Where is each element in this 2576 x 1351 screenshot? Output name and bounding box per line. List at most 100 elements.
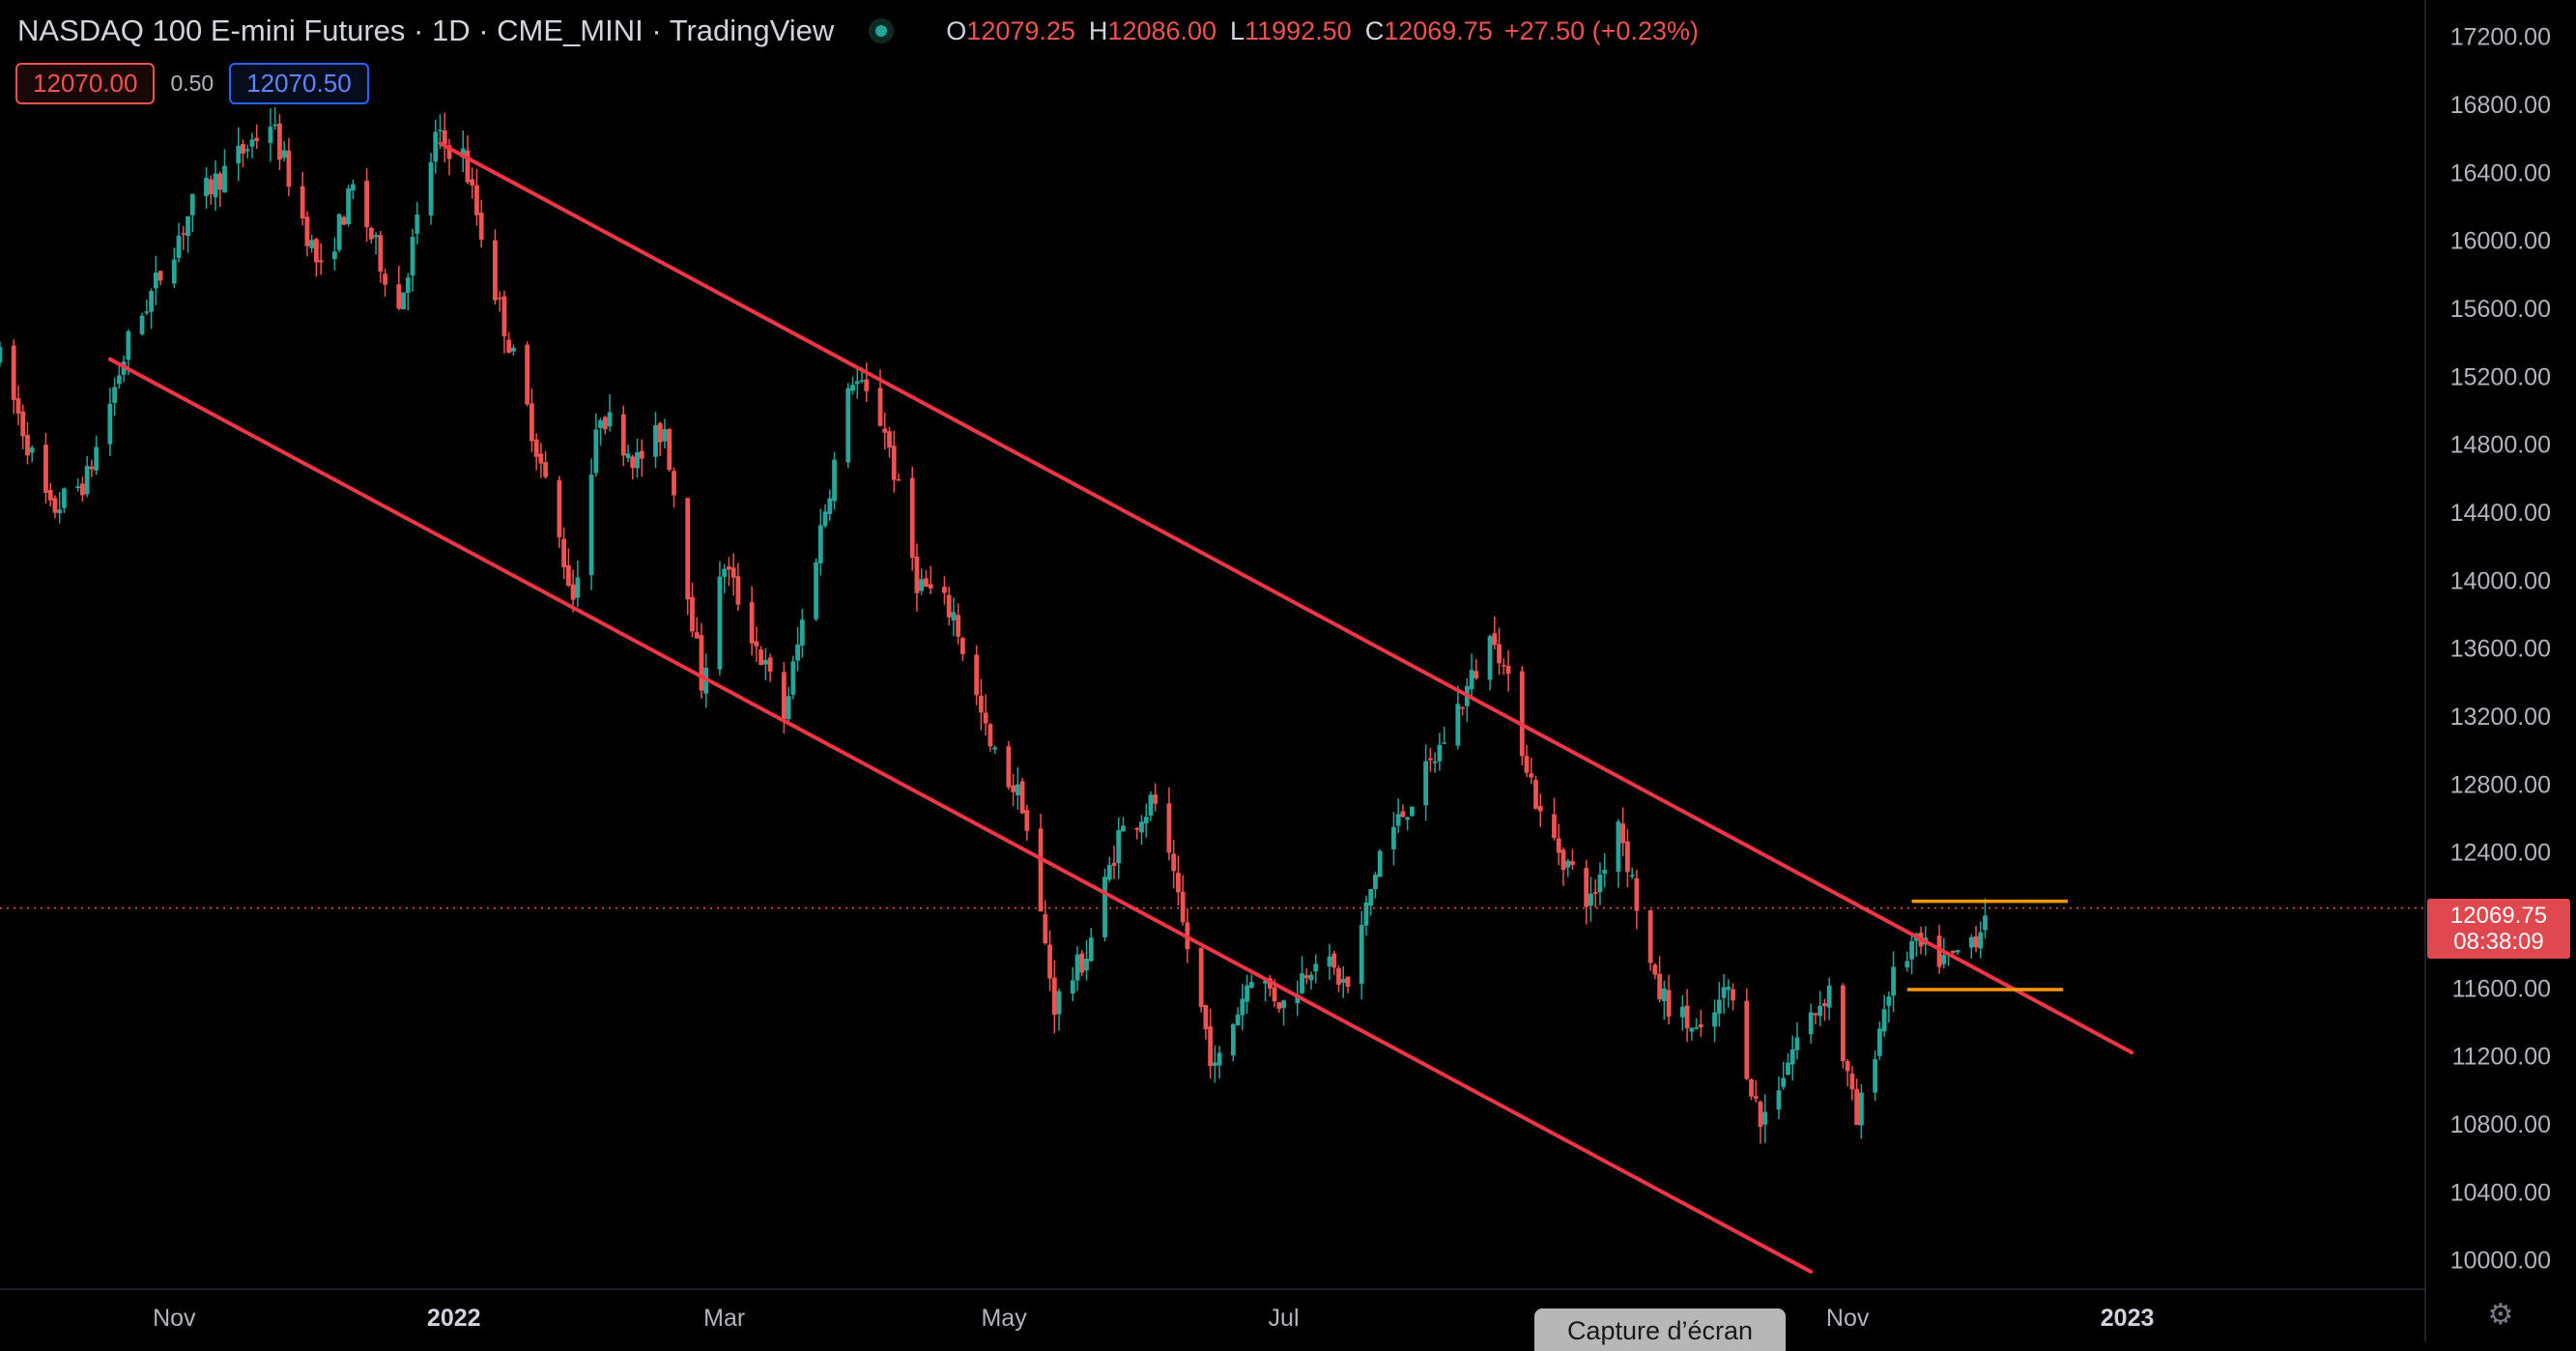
candle (1556, 823, 1561, 866)
buy-button[interactable]: 12070.50 (229, 62, 369, 104)
candle (241, 139, 245, 168)
candle (1143, 803, 1149, 838)
last-price-badge: 12069.75 08:38:09 (2427, 899, 2570, 959)
high-label: H (1088, 15, 1108, 45)
upper-channel-line[interactable] (438, 141, 2134, 1055)
candle (1497, 627, 1502, 676)
market-open-dot-icon[interactable] (869, 18, 895, 43)
candle (1455, 685, 1461, 750)
high-value: 12086.00 (1107, 15, 1217, 45)
candle (767, 653, 773, 682)
candle (1592, 878, 1598, 908)
candle (433, 119, 439, 174)
price-tick-label: 13600.00 (2450, 636, 2551, 663)
candle (717, 561, 723, 676)
candle (47, 482, 53, 507)
candle (318, 243, 324, 275)
candle (1248, 974, 1254, 990)
candle (1363, 895, 1369, 936)
candle (919, 568, 925, 595)
candle (758, 646, 764, 666)
candle (685, 498, 691, 616)
candle (1781, 1061, 1787, 1090)
candle (1552, 797, 1557, 841)
candle (107, 388, 113, 456)
candle (1634, 869, 1640, 930)
candle (1327, 943, 1332, 981)
candle (1886, 992, 1892, 1022)
candle (217, 171, 223, 208)
open-value: 12079.25 (966, 15, 1075, 45)
candle (588, 458, 594, 590)
candle (213, 159, 218, 211)
candle (1074, 946, 1080, 992)
candle (1437, 733, 1443, 771)
symbol-title[interactable]: NASDAQ 100 E-mini Futures · 1D · CME_MIN… (17, 14, 835, 47)
candle (378, 231, 384, 283)
candle (832, 451, 837, 510)
candle (300, 171, 305, 226)
candle (1657, 956, 1663, 1003)
candle (722, 563, 728, 593)
gear-icon[interactable]: ⚙ (2487, 1299, 2514, 1331)
candle (850, 376, 855, 395)
candle (1427, 747, 1433, 772)
candle (653, 412, 658, 469)
candle (699, 622, 704, 699)
candle (396, 265, 402, 310)
candle (1303, 968, 1309, 985)
time-axis[interactable]: Nov 2022 Mar May Jul Nov 2023 (0, 1288, 2425, 1332)
candle (896, 474, 902, 481)
candle (1423, 744, 1429, 821)
candle (602, 416, 608, 435)
candle (268, 108, 273, 162)
candle (1395, 798, 1401, 834)
candle (1652, 963, 1658, 980)
candle (1409, 806, 1415, 818)
candle (1492, 616, 1498, 650)
candle (1038, 814, 1044, 912)
candle (749, 586, 755, 656)
candle (620, 405, 626, 467)
candle (657, 421, 663, 456)
candle (149, 288, 154, 330)
price-axis[interactable]: 17200.00 16800.00 16400.00 16000.00 15600.00… (2424, 0, 2551, 1341)
candle (529, 388, 534, 452)
screenshot-capture-tab[interactable]: Capture d’écran (1534, 1308, 1786, 1351)
sell-button[interactable]: 12070.00 (15, 62, 156, 104)
candle (914, 543, 920, 612)
candle (942, 576, 947, 605)
lower-channel-line[interactable] (107, 357, 1814, 1274)
candle (882, 412, 888, 450)
candle (1134, 826, 1140, 840)
candle (1826, 977, 1832, 1020)
candle (1629, 867, 1635, 879)
open-label: O (946, 15, 967, 45)
candle (153, 256, 158, 305)
candle (1620, 807, 1626, 857)
candle (176, 222, 182, 263)
candle (313, 237, 319, 277)
close-label: C (1364, 15, 1385, 45)
candle (543, 450, 549, 479)
buy-sell-panel: 12070.00 0.50 12070.50 (15, 62, 369, 104)
candle (112, 377, 118, 417)
candle (506, 331, 512, 354)
candle (799, 609, 805, 658)
candle (1208, 1008, 1214, 1079)
candle (15, 385, 21, 426)
candle (538, 443, 544, 478)
price-tick-label: 11200.00 (2452, 1044, 2551, 1071)
candle (89, 459, 95, 477)
candle (368, 226, 374, 244)
candle (208, 175, 214, 205)
candle (1789, 1035, 1795, 1081)
drawings-layer[interactable] (107, 141, 2134, 1274)
candle (956, 603, 961, 645)
candle (1047, 930, 1052, 992)
candle (1597, 862, 1603, 905)
candle (281, 141, 287, 161)
candle (157, 271, 163, 286)
candle (814, 558, 818, 622)
